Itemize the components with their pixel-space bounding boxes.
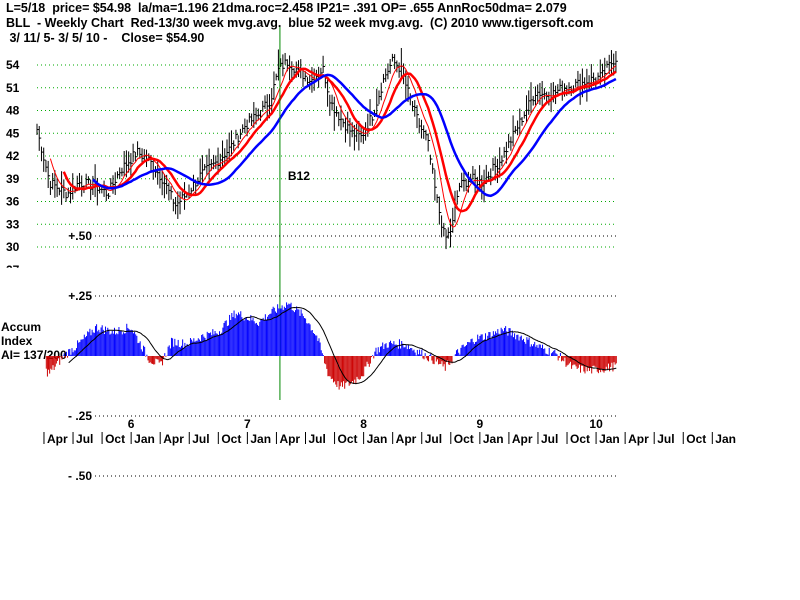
price-tick-label: 42 <box>6 149 20 163</box>
header-line-3: 3/ 11/ 5- 3/ 5/ 10 - Close= $54.90 <box>6 31 205 45</box>
x-month-label: Oct <box>686 432 706 446</box>
x-month-label: Oct <box>221 432 241 446</box>
x-month-label: Jan <box>134 432 155 446</box>
price-tick-label: 33 <box>6 217 20 231</box>
x-month-label: Jan <box>367 432 388 446</box>
x-month-label: Jul <box>192 432 209 446</box>
accum-index-label: Accum <box>1 320 41 334</box>
x-month-label: Jul <box>308 432 325 446</box>
x-month-label: Jan <box>599 432 620 446</box>
price-tick-label: 39 <box>6 172 20 186</box>
accum-index-label: Index <box>1 334 33 348</box>
x-month-label: Apr <box>163 432 184 446</box>
x-month-label: Apr <box>47 432 68 446</box>
accum-tick-label: - .25 <box>68 409 92 423</box>
x-month-label: Jul <box>76 432 93 446</box>
price-tick-label: 48 <box>6 104 20 118</box>
x-month-label: Apr <box>512 432 533 446</box>
x-month-label: Jan <box>250 432 271 446</box>
clip-mask <box>0 267 40 282</box>
x-month-label: Apr <box>279 432 300 446</box>
x-month-label: Oct <box>338 432 358 446</box>
accum-tick-label: +.50 <box>68 229 92 243</box>
x-month-label: Apr <box>628 432 649 446</box>
price-tick-label: 30 <box>6 240 20 254</box>
price-tick-label: 36 <box>6 195 20 209</box>
x-month-label: Jan <box>715 432 736 446</box>
price-tick-label: 54 <box>6 58 20 72</box>
x-month-label: Apr <box>396 432 417 446</box>
x-month-label: Oct <box>454 432 474 446</box>
x-month-label: Oct <box>105 432 125 446</box>
short-moving-average-line <box>49 65 617 228</box>
accum-smoothed-line <box>68 306 617 385</box>
price-tick-label: 45 <box>6 126 20 140</box>
header-line-2: BLL - Weekly Chart Red-13/30 week mvg.av… <box>6 16 594 30</box>
x-month-label: Jul <box>541 432 558 446</box>
x-year-label: 7 <box>244 417 251 431</box>
b12-annotation-label: B12 <box>288 169 310 183</box>
red-13-30-week-moving-average-line <box>62 67 617 213</box>
blue-52-week-moving-average-line <box>92 73 617 198</box>
price-tick-label: 51 <box>6 81 20 95</box>
x-year-label: 6 <box>128 417 135 431</box>
accum-tick-label: +.25 <box>68 289 92 303</box>
x-month-label: Jul <box>425 432 442 446</box>
header-line-1: L=5/18 price= $54.98 la/ma=1.196 21dma.r… <box>6 1 567 15</box>
x-year-label: 9 <box>477 417 484 431</box>
x-year-label: 10 <box>589 417 603 431</box>
x-month-label: Jul <box>657 432 674 446</box>
x-month-label: Jan <box>483 432 504 446</box>
x-month-label: Oct <box>570 432 590 446</box>
accum-tick-label: - .50 <box>68 469 92 483</box>
x-year-label: 8 <box>360 417 367 431</box>
